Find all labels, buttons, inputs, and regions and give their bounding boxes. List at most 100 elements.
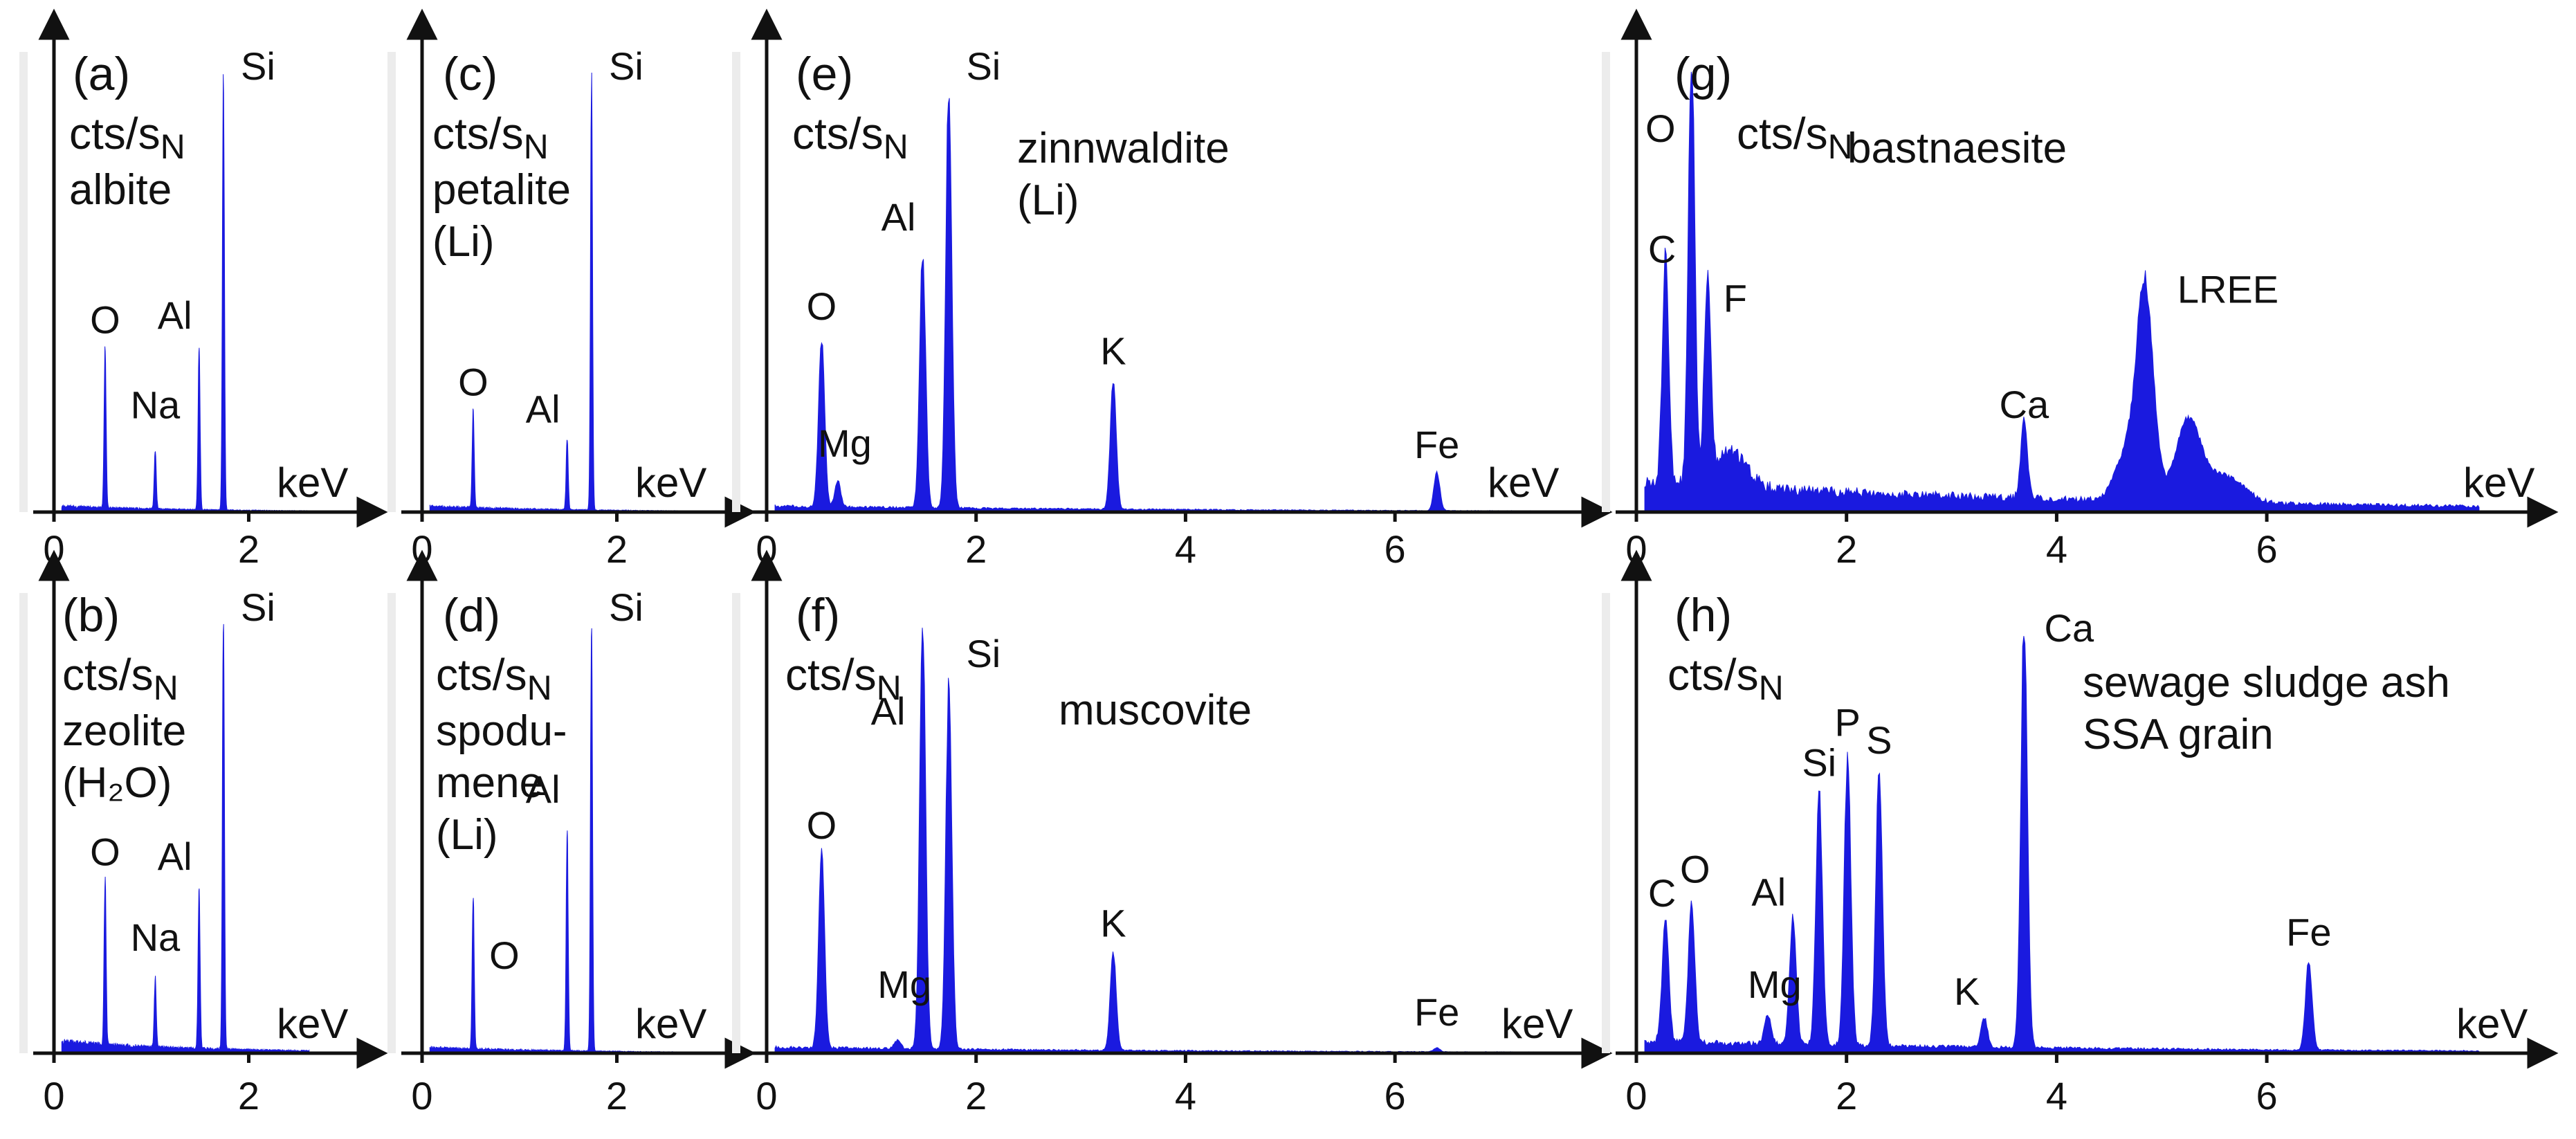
spectrum-area [61,623,310,1054]
x-tick-label: 0 [1625,1074,1647,1118]
element-label-al: Al [871,689,906,733]
panel-frame [732,52,740,512]
element-label-na: Na [131,915,181,959]
panel-letter: (a) [73,48,130,100]
element-label-ca: Ca [2045,606,2094,650]
element-label-si: Si [609,585,643,629]
element-label-k: K [1100,902,1126,945]
x-axis-label: keV [2456,1001,2528,1047]
x-tick-label: 2 [1836,527,1857,571]
element-label-fe: Fe [1414,423,1459,466]
x-tick-label: 6 [1385,527,1406,571]
panel-letter: (h) [1674,589,1732,641]
panel-letter: (g) [1674,48,1732,100]
element-label-si: Si [609,44,643,88]
element-label-si: Si [1802,740,1836,784]
y-axis-label-subscript: N [524,127,549,166]
element-label-si: Si [241,585,275,629]
mineral-name-line: (H₂O) [62,759,172,807]
element-label-al: Al [158,835,192,878]
x-tick-label: 4 [2046,1074,2067,1118]
x-tick-label: 2 [238,1074,259,1118]
element-label-si: Si [966,44,1001,88]
mineral-name-line: zinnwaldite [1017,125,1230,172]
y-axis-label-subscript: N [884,127,908,166]
y-axis-label: cts/sN [436,650,552,707]
x-tick-label: 4 [1175,1074,1196,1118]
x-axis-label: keV [277,1001,348,1047]
panel-letter: (e) [796,48,853,100]
element-label-fe: Fe [2286,911,2331,954]
y-axis-label-subscript: N [154,668,179,707]
mineral-name-line: albite [69,166,172,214]
x-tick-label: 0 [756,1074,777,1118]
element-label-fe: Fe [1414,990,1459,1034]
x-tick-label: 4 [1175,527,1196,571]
mineral-name-line: (Li) [432,218,495,266]
x-axis-label: keV [277,459,348,506]
x-axis-label: keV [1501,1001,1573,1047]
element-label-al: Al [1751,871,1786,914]
x-tick-label: 2 [965,1074,987,1118]
element-label-al: Al [526,767,560,811]
element-label-f: F [1724,276,1747,320]
y-axis-label-subscript: N [161,127,185,166]
x-tick-label: 0 [1625,527,1647,571]
element-label-o: O [1645,107,1676,150]
element-label-s: S [1866,718,1892,762]
mineral-name-line: muscovite [1059,686,1252,734]
panel-letter: (b) [62,589,120,641]
y-axis-label-subscript: N [1759,668,1784,707]
panel-frame [387,52,396,512]
panel-frame [19,593,28,1053]
element-label-o: O [489,933,520,977]
element-label-o: O [90,298,120,341]
element-label-na: Na [131,383,181,427]
element-label-o: O [1680,848,1710,891]
element-label-p: P [1835,700,1861,744]
x-tick-label: 0 [43,1074,64,1118]
element-label-ca: Ca [2000,383,2049,426]
mineral-name-line: SSA grain [2083,711,2274,758]
x-tick-label: 6 [2256,1074,2278,1118]
x-axis-label: keV [1488,459,1559,506]
x-tick-label: 2 [238,527,259,571]
mineral-name-line: mene [436,759,543,807]
panel-letter: (c) [443,48,497,100]
panel-frame [1602,593,1610,1053]
spectrum-panel-e: 0 2 4 6 keV (e) cts/sN zinnwaldite(Li) O Mg Al Si K F… [732,8,1613,571]
x-axis-label: keV [2463,459,2534,506]
y-axis-label-subscript: N [877,668,902,707]
panel-frame [19,52,28,512]
element-label-c: C [1648,228,1676,271]
element-label-o: O [458,361,488,404]
element-label-si: Si [966,632,1001,675]
panel-letter: (f) [796,589,840,641]
x-tick-label: 2 [965,527,987,571]
x-tick-label: 0 [43,527,64,571]
panel-frame [732,593,740,1053]
x-tick-label: 0 [756,527,777,571]
y-axis-label: cts/sN [69,109,185,166]
spectrum-area [1644,636,2480,1054]
x-axis-label: keV [635,1001,706,1047]
y-axis-label: cts/sN [62,650,179,707]
element-label-mg: Mg [1748,963,1802,1006]
element-label-k: K [1954,969,1980,1013]
x-tick-label: 2 [606,527,628,571]
x-tick-label: 4 [2046,527,2067,571]
panel-frame [387,593,396,1053]
x-axis-label: keV [635,459,706,506]
mineral-name-line: (Li) [436,811,498,859]
element-label-mg: Mg [818,421,872,465]
element-label-c: C [1648,871,1676,915]
element-label-mg: Mg [877,963,931,1006]
mineral-name-line: (Li) [1017,176,1079,224]
y-axis-label: cts/sN [1668,650,1784,707]
